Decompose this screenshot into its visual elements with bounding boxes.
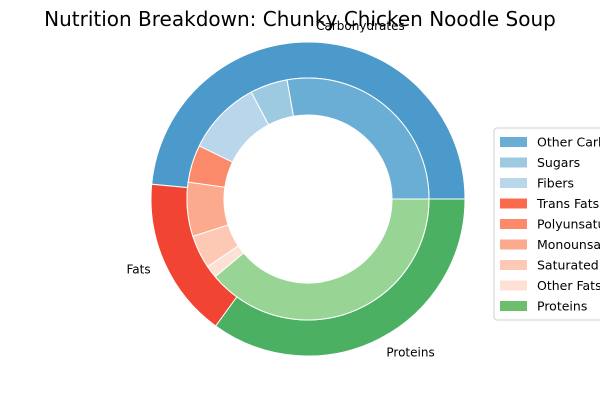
legend-entries: Other Carbohydrates Sugars Fibers Trans Fat… — [500, 135, 600, 314]
legend-label-fibers: Fibers — [537, 176, 574, 191]
outer-label-fats: Fats — [126, 263, 150, 277]
legend-label-polyunsaturated-fats: Polyunsaturated Fats — [537, 217, 600, 232]
legend-swatch-other-carbohydrates — [500, 137, 527, 147]
legend-label-proteins: Proteins — [537, 299, 587, 314]
legend-label-sugars: Sugars — [537, 155, 580, 170]
chart-title: Nutrition Breakdown: Chunky Chicken Nood… — [44, 7, 556, 31]
legend-swatch-fibers — [500, 178, 527, 188]
legend-label-monounsaturated-fats: Monounsaturated Fats — [537, 237, 600, 252]
inner-slice-proteins — [214, 198, 430, 321]
inner-ring — [186, 77, 430, 321]
legend-label-other-carbohydrates: Other Carbohydrates — [537, 135, 600, 150]
legend-swatch-polyunsaturated-fats — [500, 219, 527, 229]
legend-swatch-monounsaturated-fats — [500, 239, 527, 250]
outer-ring-labels: Carbohydrates Fats Proteins — [126, 19, 434, 359]
legend-swatch-proteins — [500, 301, 527, 311]
legend-label-trans-fats: Trans Fats — [536, 196, 599, 211]
outer-label-proteins: Proteins — [386, 345, 434, 359]
legend-swatch-saturated-fats — [500, 260, 527, 270]
legend: Other Carbohydrates Sugars Fibers Trans Fat… — [493, 127, 600, 321]
legend-frame — [493, 127, 600, 321]
outer-label-carbohydrates: Carbohydrates — [316, 19, 405, 33]
legend-swatch-trans-fats — [500, 198, 527, 209]
legend-label-saturated-fats: Saturated Fats — [537, 258, 600, 273]
legend-swatch-other-fats — [500, 280, 527, 291]
legend-swatch-sugars — [500, 157, 527, 168]
legend-label-other-fats: Other Fats — [537, 278, 600, 293]
